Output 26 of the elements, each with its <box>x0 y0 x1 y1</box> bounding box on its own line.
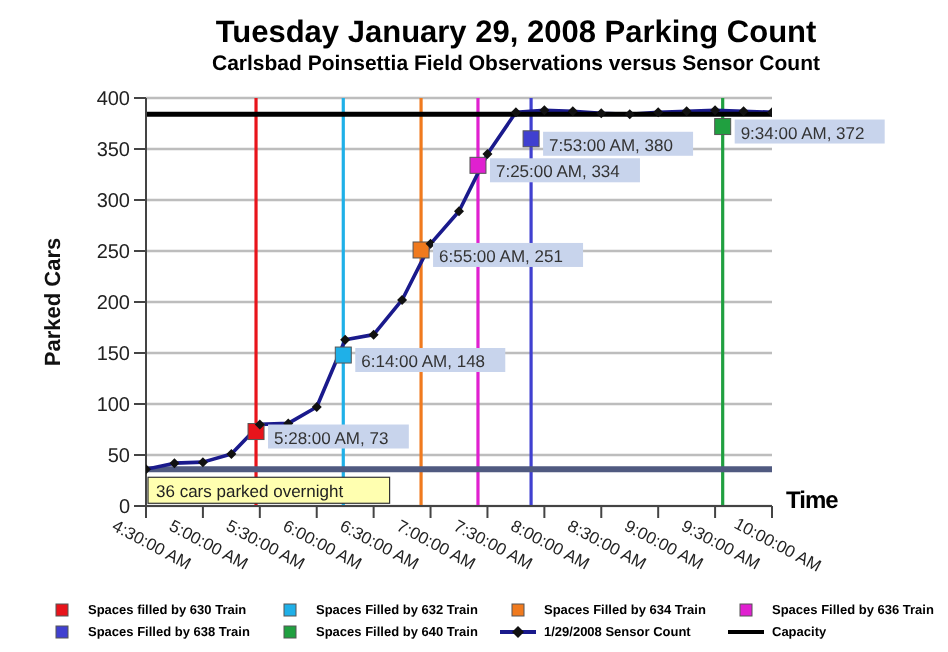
point <box>522 130 540 148</box>
data-label: 5:28:00 AM, 73 <box>274 427 389 448</box>
y-tick-label: 300 <box>96 191 131 214</box>
data-label: 6:55:00 AM, 251 <box>439 245 564 266</box>
y-tick-label: 0 <box>118 497 131 520</box>
chart-subtitle: Carlsbad Poinsettia Field Observations versus Sensor Count <box>210 50 822 78</box>
x-axis-title: Time <box>786 486 838 514</box>
data-label: 9:34:00 AM, 372 <box>740 122 866 143</box>
data-label: 7:25:00 AM, 334 <box>495 161 621 182</box>
y-tick-label: 400 <box>96 89 131 112</box>
y-tick-label: 100 <box>96 395 131 418</box>
data-label: 6:14:00 AM, 148 <box>361 351 486 372</box>
y-tick-label: 150 <box>96 344 131 367</box>
y-axis-title: Parked Cars <box>41 237 66 367</box>
label-box: 36 cars parked overnight <box>147 476 391 504</box>
point <box>469 156 487 174</box>
point <box>334 346 352 364</box>
point <box>714 118 732 136</box>
y-tick-label: 200 <box>96 293 131 316</box>
y-tick-label: 250 <box>96 242 131 265</box>
data-label: 7:53:00 AM, 380 <box>549 134 674 155</box>
y-tick-label: 50 <box>107 446 131 469</box>
point <box>412 241 430 259</box>
ref-line-label: 36 cars parked overnight <box>156 481 345 502</box>
chart-title: Tuesday January 29, 2008 Parking Count <box>213 16 819 50</box>
y-tick-label: 350 <box>96 140 131 163</box>
